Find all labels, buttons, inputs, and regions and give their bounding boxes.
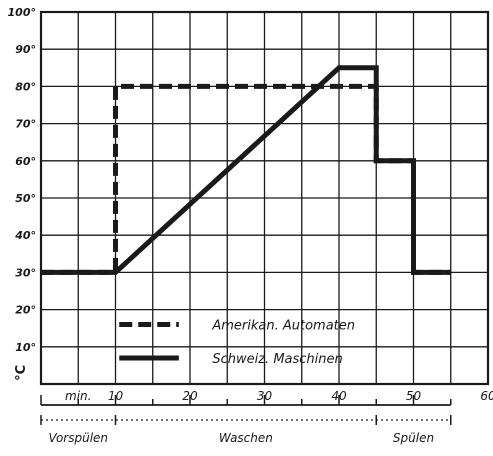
y-tick-label: 40°	[14, 229, 36, 242]
y-tick-label: 10°	[15, 341, 36, 354]
phase-axis: Vorspülen Waschen Spülen	[40, 415, 452, 445]
x-tick-label: 30	[257, 389, 273, 403]
y-tick-label: 70°	[15, 118, 36, 131]
legend-label: Amerikan. Automaten	[211, 318, 355, 333]
y-tick-label: 80°	[15, 80, 36, 93]
y-tick-label: 60°	[15, 155, 36, 168]
phase-label: Waschen	[219, 431, 273, 445]
phase-label: Spülen	[393, 431, 434, 445]
x-unit-label: min.	[65, 389, 91, 403]
x-tick-label: 40	[331, 389, 347, 403]
x-tick-label: 50	[406, 389, 422, 403]
legend: Amerikan. Automaten Schweiz. Maschinen	[119, 318, 355, 367]
x-tick-label: 10	[108, 389, 124, 403]
y-tick-labels: 10° 20° 30° 40° 50° 60° 70° 80° 90° 100°	[8, 6, 36, 354]
y-tick-label: 20°	[15, 304, 36, 317]
x-tick-label: 20	[182, 389, 198, 403]
phase-label: Vorspülen	[48, 431, 108, 445]
plot-frame	[39, 10, 490, 386]
y-tick-label: 30°	[15, 266, 36, 279]
y-axis-unit-label: °C	[14, 365, 29, 381]
axes	[39, 10, 490, 386]
x-tick-labels: 10 20 30 40 50 60 min.	[40, 389, 493, 406]
y-tick-label: 50°	[15, 192, 36, 205]
x-tick-label: 60	[480, 389, 493, 403]
series-line-amerikan-automaten	[41, 83, 451, 275]
legend-label: Schweiz. Maschinen	[212, 352, 342, 367]
series-lines	[41, 65, 451, 275]
y-tick-label: 100°	[8, 6, 36, 19]
y-tick-label: 90°	[15, 43, 36, 56]
series-line-schweiz-maschinen	[41, 65, 451, 275]
